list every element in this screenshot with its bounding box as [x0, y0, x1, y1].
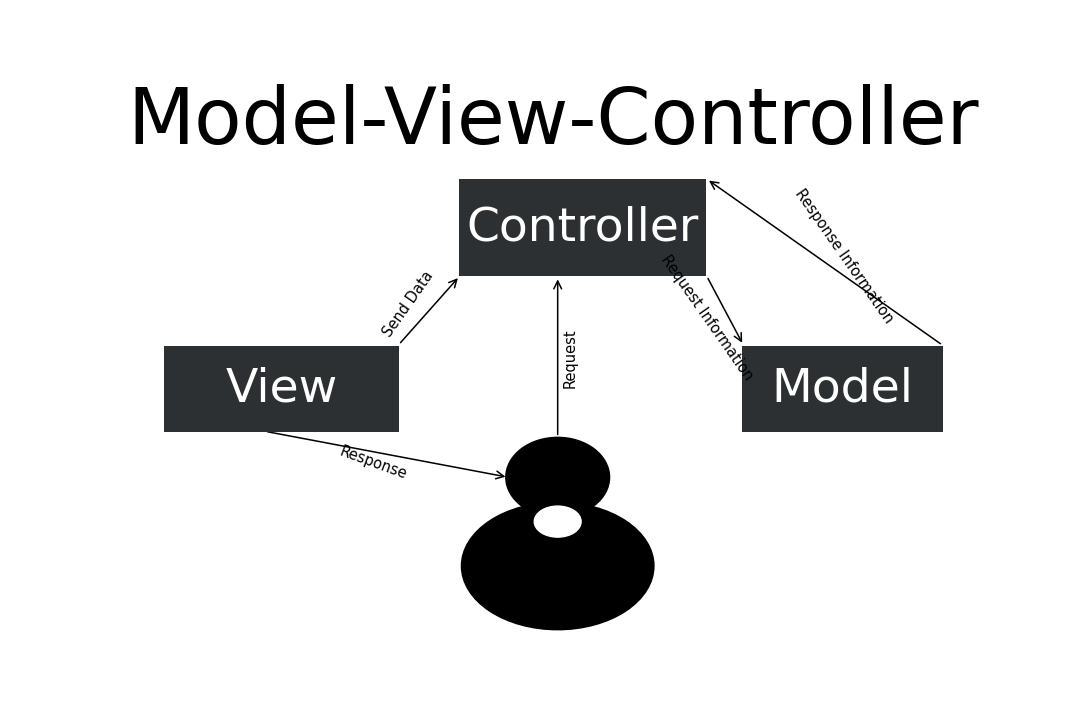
Text: Model-View-Controller: Model-View-Controller	[127, 84, 980, 161]
Text: Response: Response	[338, 444, 409, 482]
Text: Request: Request	[563, 328, 578, 388]
Text: Controller: Controller	[467, 205, 699, 251]
Bar	[742, 346, 943, 431]
Text: Send Data: Send Data	[380, 269, 436, 340]
Text: Response Information: Response Information	[792, 186, 896, 326]
Ellipse shape	[461, 503, 653, 630]
Bar	[459, 179, 706, 276]
Ellipse shape	[505, 437, 609, 517]
Bar	[164, 346, 399, 431]
Text: Model: Model	[771, 366, 914, 411]
Text: Request Information: Request Information	[658, 252, 756, 383]
Circle shape	[535, 506, 581, 537]
Text: View: View	[226, 366, 338, 411]
